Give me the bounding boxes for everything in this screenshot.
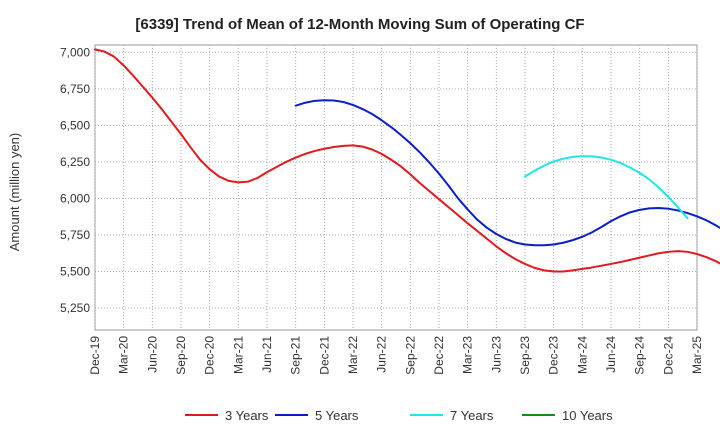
x-tick-label: Dec-24 bbox=[661, 336, 675, 375]
legend-label-5-years: 5 Years bbox=[315, 408, 359, 423]
legend-label-7-years: 7 Years bbox=[450, 408, 494, 423]
y-axis-title: Amount (million yen) bbox=[7, 133, 22, 252]
y-tick-label: 6,250 bbox=[60, 155, 90, 169]
y-tick-label: 5,500 bbox=[60, 265, 90, 279]
y-tick-label: 5,250 bbox=[60, 301, 90, 315]
x-tick-label: Dec-20 bbox=[203, 336, 217, 375]
x-tick-label: Mar-21 bbox=[231, 336, 245, 374]
y-tick-label: 7,000 bbox=[60, 45, 90, 59]
x-tick-label: Sep-22 bbox=[403, 336, 417, 375]
x-tick-label: Jun-22 bbox=[375, 336, 389, 373]
x-tick-label: Dec-23 bbox=[547, 336, 561, 375]
x-tick-label: Sep-21 bbox=[289, 336, 303, 375]
x-tick-label: Mar-25 bbox=[690, 336, 704, 374]
x-tick-label: Jun-21 bbox=[260, 336, 274, 373]
y-tick-label: 6,750 bbox=[60, 82, 90, 96]
axis-layer: Dec-19 Mar-20 Jun-20 Sep-20 Dec-20 Mar-21 Jun-… bbox=[60, 45, 704, 374]
x-tick-label: Jun-20 bbox=[145, 336, 159, 373]
x-tick-label: Jun-23 bbox=[489, 336, 503, 373]
legend-label-3-years: 3 Years bbox=[225, 408, 269, 423]
y-tick-label: 6,500 bbox=[60, 118, 90, 132]
legend-label-10-years: 10 Years bbox=[562, 408, 613, 423]
plot-area bbox=[94, 44, 698, 331]
x-tick-label: Dec-19 bbox=[88, 336, 102, 375]
series-layer bbox=[94, 48, 720, 273]
x-tick-label: Dec-21 bbox=[317, 336, 331, 375]
x-tick-label: Sep-24 bbox=[633, 336, 647, 375]
x-tick-label: Dec-22 bbox=[432, 336, 446, 375]
x-tick-label: Mar-23 bbox=[461, 336, 475, 374]
series-line-5-years bbox=[294, 99, 720, 247]
x-tick-label: Sep-20 bbox=[174, 336, 188, 375]
x-tick-label: Mar-20 bbox=[117, 336, 131, 374]
x-tick-label: Mar-22 bbox=[346, 336, 360, 374]
y-tick-label: 6,000 bbox=[60, 191, 90, 205]
x-tick-label: Mar-24 bbox=[575, 336, 589, 374]
grid-layer bbox=[94, 44, 698, 331]
series-line-3-years bbox=[94, 48, 720, 273]
x-tick-label: Jun-24 bbox=[604, 336, 618, 373]
y-tick-label: 5,750 bbox=[60, 228, 90, 242]
x-tick-label: Sep-23 bbox=[518, 336, 532, 375]
series-line-7-years bbox=[524, 155, 689, 220]
chart-title: [6339] Trend of Mean of 12-Month Moving … bbox=[135, 16, 584, 33]
legend: 3 Years 5 Years 7 Years 10 Years bbox=[185, 408, 613, 423]
